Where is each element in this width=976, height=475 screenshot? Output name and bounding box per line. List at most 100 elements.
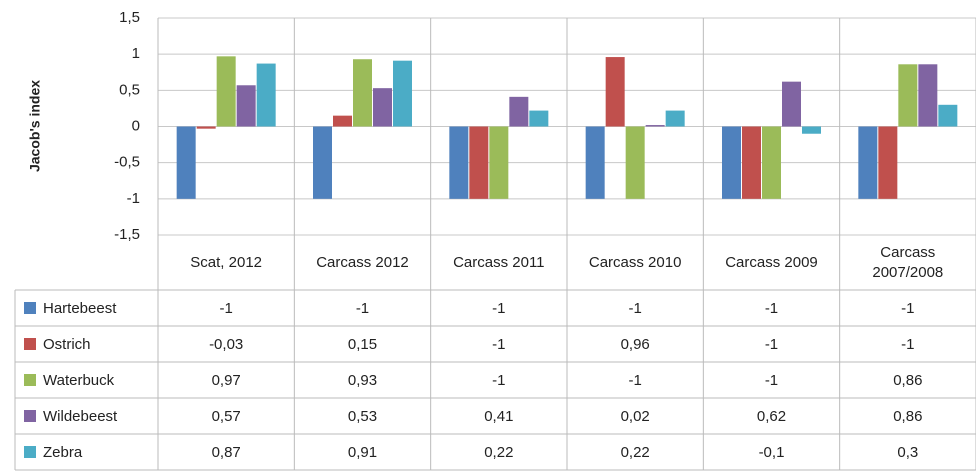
value-label: -1: [431, 362, 567, 398]
value-label: -0,1: [703, 434, 839, 470]
bar: [742, 126, 761, 199]
value-label: -1: [703, 290, 839, 326]
value-label-text: 0,3: [897, 443, 919, 461]
category-label-text: Carcass 2011: [453, 253, 545, 271]
value-label-text: -1: [628, 299, 642, 317]
category-label: Carcass 2012: [294, 235, 430, 290]
value-label-text: 0,96: [620, 335, 650, 353]
value-label-text: -1: [901, 299, 915, 317]
legend-label-text: Ostrich: [43, 335, 91, 353]
legend-label: Hartebeest: [15, 290, 158, 326]
value-label: -1: [840, 290, 976, 326]
legend-label-text: Wildebeest: [43, 407, 118, 425]
value-label-text: 0,57: [211, 407, 241, 425]
bar: [605, 57, 625, 127]
value-label-text: -1: [764, 335, 779, 353]
y-axis-label: Jacob's index: [27, 80, 43, 172]
y-tick-label: 0: [132, 117, 140, 134]
category-label: Carcass 2007/2008: [840, 235, 976, 290]
category-label-text: Carcass 2009: [725, 253, 818, 271]
legend-swatch: [24, 374, 36, 386]
category-label: Carcass 2011: [431, 235, 567, 290]
value-label: 0,97: [158, 362, 294, 398]
value-label-text: -1: [628, 371, 642, 389]
category-label-text: Carcass 2012: [316, 253, 409, 271]
value-label-text: 0,87: [211, 443, 241, 461]
y-tick-label: 0,5: [119, 81, 140, 98]
y-tick-label: -0,5: [114, 154, 140, 171]
legend-label-text: Waterbuck: [43, 371, 115, 389]
value-label: 0,41: [431, 398, 567, 434]
bar: [802, 126, 821, 134]
value-label-text: -1: [219, 299, 233, 317]
value-label: -1: [703, 326, 839, 362]
y-tick-label: -1: [127, 190, 140, 207]
category-label-text: Scat, 2012: [190, 253, 263, 271]
bar: [918, 64, 938, 127]
bar: [333, 115, 352, 127]
value-label: 0,62: [703, 398, 839, 434]
bar: [393, 60, 412, 127]
legend-label-text: Zebra: [43, 443, 83, 461]
value-label-text: -1: [492, 371, 506, 389]
value-label-text: 0,02: [620, 407, 650, 425]
value-label: -1: [158, 290, 294, 326]
value-label: 0,22: [567, 434, 703, 470]
bar: [529, 110, 549, 127]
legend-label: Ostrich: [15, 326, 158, 362]
bar: [645, 125, 665, 127]
bar: [898, 64, 918, 127]
value-label-text: 0,93: [347, 371, 378, 389]
value-label: -1: [567, 290, 703, 326]
value-label: 0,15: [294, 326, 430, 362]
bar: [373, 88, 392, 127]
bar: [353, 59, 372, 127]
value-label-text: -1: [492, 335, 506, 353]
value-label: -1: [567, 362, 703, 398]
legend-label: Waterbuck: [15, 362, 158, 398]
bar: [878, 126, 898, 199]
bar: [722, 126, 741, 199]
y-tick-label: 1,5: [119, 9, 140, 26]
value-label-text: 0,41: [484, 407, 514, 425]
value-label-text: 0,22: [620, 443, 650, 461]
bar: [762, 126, 781, 199]
value-label-text: 0,86: [893, 407, 923, 425]
value-label-text: 0,15: [347, 335, 378, 353]
bar: [938, 104, 958, 127]
value-label-text: -0,03: [209, 335, 244, 353]
value-label-text: -1: [492, 299, 506, 317]
bar: [509, 96, 529, 127]
bar: [625, 126, 645, 199]
bar: [858, 126, 878, 199]
bar: [665, 110, 685, 127]
category-label: Carcass 2009: [703, 235, 839, 290]
value-label-text: 0,53: [347, 407, 378, 425]
category-label: Carcass 2010: [567, 235, 703, 290]
value-label: 0,02: [567, 398, 703, 434]
value-label: -1: [431, 290, 567, 326]
value-label-text: 0,91: [347, 443, 378, 461]
bar: [256, 63, 276, 127]
y-tick-label: 1: [132, 45, 140, 62]
bar: [469, 126, 489, 199]
bar: [196, 126, 216, 129]
value-label: 0,22: [431, 434, 567, 470]
value-label: 0,3: [840, 434, 976, 470]
value-label-text: 0,86: [893, 371, 923, 389]
y-tick-label: -1,5: [114, 226, 140, 243]
legend-label-text: Hartebeest: [43, 299, 117, 317]
bar: [313, 126, 332, 199]
bar: [489, 126, 509, 199]
value-label-text: -0,1: [758, 443, 785, 461]
value-label: 0,86: [840, 362, 976, 398]
value-label: -0,03: [158, 326, 294, 362]
value-label: 0,53: [294, 398, 430, 434]
legend-label: Wildebeest: [15, 398, 158, 434]
value-label: 0,57: [158, 398, 294, 434]
value-label: -1: [431, 326, 567, 362]
value-label: -1: [840, 326, 976, 362]
category-label: Scat, 2012: [158, 235, 294, 290]
